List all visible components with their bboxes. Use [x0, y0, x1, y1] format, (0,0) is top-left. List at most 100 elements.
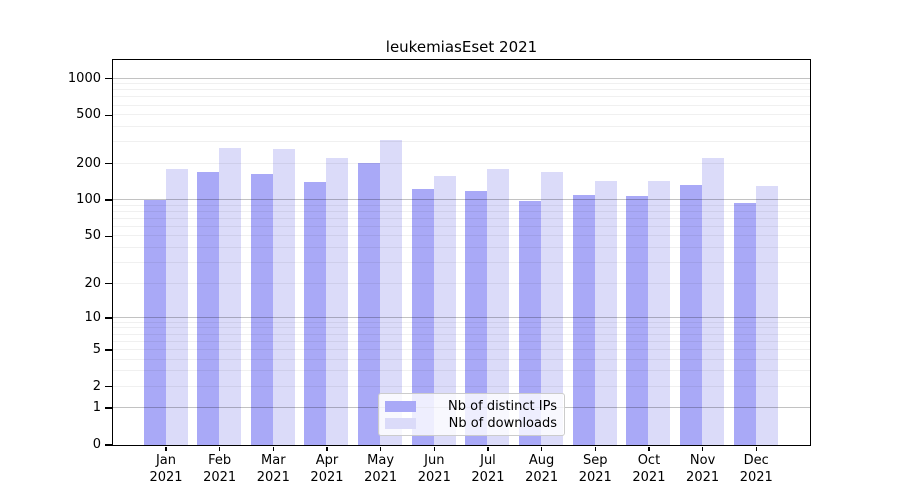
gridline-8	[112, 327, 810, 329]
bar-downloads-Jun-2021	[433, 176, 456, 445]
y-tick-500	[104, 114, 112, 117]
x-tick-Feb-2021	[218, 446, 221, 451]
gridline-7	[112, 333, 810, 335]
x-tick-label-Jan-2021: Jan 2021	[149, 453, 183, 485]
x-tick-Oct-2021	[648, 446, 650, 451]
gridline-300	[112, 141, 810, 143]
plot-area	[111, 58, 811, 446]
y-tick-label-10: 10	[84, 309, 101, 325]
bar-downloads-Jul-2021	[487, 169, 510, 445]
y-tick-label-1000: 1000	[67, 70, 101, 86]
bar-downloads-Mar-2021	[272, 149, 295, 445]
gridline-10	[112, 316, 810, 318]
bar-downloads-Apr-2021	[326, 158, 349, 445]
gridline-30	[112, 261, 810, 263]
x-tick-label-Jun-2021: Jun 2021	[417, 453, 451, 485]
legend: Nb of distinct IPs Nb of downloads	[378, 393, 565, 436]
gridline-500	[112, 114, 810, 116]
x-tick-label-Aug-2021: Aug 2021	[525, 453, 559, 485]
x-tick-label-Mar-2021: Mar 2021	[256, 453, 290, 485]
x-tick-Dec-2021	[755, 446, 757, 451]
bar-distinct-ips-Aug-2021	[519, 200, 542, 445]
y-tick-10	[104, 317, 112, 319]
gridline-3	[112, 370, 810, 372]
x-tick-Aug-2021	[540, 446, 543, 451]
y-tick-100	[104, 199, 112, 201]
bar-distinct-ips-Jul-2021	[465, 191, 488, 445]
y-tick-2	[104, 385, 112, 388]
gridline-80	[112, 210, 810, 212]
y-tick-200	[104, 162, 112, 165]
bar-downloads-May-2021	[380, 140, 403, 445]
bar-distinct-ips-Apr-2021	[304, 182, 327, 445]
legend-swatch-distinct-ips	[385, 400, 416, 412]
gridline-5	[112, 348, 810, 350]
gridline-40	[112, 247, 810, 249]
y-tick-label-200: 200	[76, 155, 101, 171]
x-tick-Nov-2021	[701, 446, 704, 451]
gridline-90	[112, 204, 810, 206]
gridline-20	[112, 282, 810, 284]
x-tick-Jun-2021	[433, 446, 436, 451]
bar-downloads-Oct-2021	[648, 180, 671, 445]
bar-distinct-ips-Dec-2021	[733, 202, 756, 445]
bar-downloads-Feb-2021	[219, 147, 242, 445]
gridline-9	[112, 321, 810, 323]
bar-downloads-Aug-2021	[541, 171, 564, 445]
bar-distinct-ips-Nov-2021	[680, 184, 703, 445]
y-tick-label-5: 5	[92, 341, 101, 357]
y-tick-50	[104, 235, 112, 238]
gridline-4	[112, 358, 810, 360]
legend-item-downloads: Nb of downloads	[385, 415, 557, 431]
y-tick-label-20: 20	[84, 275, 101, 291]
gridline-600	[112, 104, 810, 106]
y-tick-label-1: 1	[92, 400, 101, 416]
y-tick-label-0: 0	[92, 437, 101, 452]
bar-distinct-ips-Mar-2021	[250, 173, 273, 445]
gridline-1000	[112, 77, 810, 79]
gridline-50	[112, 235, 810, 237]
x-tick-label-Sep-2021: Sep 2021	[578, 453, 612, 485]
x-tick-label-Nov-2021: Nov 2021	[686, 453, 720, 485]
y-tick-label-500: 500	[76, 107, 101, 123]
y-tick-label-100: 100	[76, 192, 101, 208]
chart-title: leukemiasEset 2021	[385, 38, 538, 56]
bar-distinct-ips-Oct-2021	[626, 196, 649, 445]
legend-item-distinct-ips: Nb of distinct IPs	[385, 398, 557, 414]
gridline-100	[112, 199, 810, 201]
x-tick-label-Jul-2021: Jul 2021	[471, 453, 505, 485]
bar-distinct-ips-Jan-2021	[143, 199, 166, 445]
gridline-2	[112, 385, 810, 387]
x-tick-May-2021	[379, 446, 382, 451]
legend-swatch-downloads	[385, 417, 416, 429]
y-tick-5	[104, 349, 112, 351]
x-tick-label-Dec-2021: Dec 2021	[739, 453, 773, 485]
x-tick-label-May-2021: May 2021	[364, 453, 398, 485]
y-tick-20	[104, 282, 112, 285]
bar-distinct-ips-Jun-2021	[411, 188, 434, 445]
x-tick-Sep-2021	[594, 446, 597, 451]
gridline-900	[112, 83, 810, 85]
y-tick-1000	[104, 77, 112, 80]
x-tick-label-Feb-2021: Feb 2021	[203, 453, 237, 485]
x-tick-Jan-2021	[165, 446, 167, 451]
y-tick-1	[104, 407, 112, 409]
gridline-200	[112, 162, 810, 164]
y-tick-label-50: 50	[84, 228, 101, 244]
gridline-70	[112, 217, 810, 219]
bar-distinct-ips-Feb-2021	[197, 171, 220, 445]
x-tick-Apr-2021	[326, 446, 328, 451]
bar-distinct-ips-May-2021	[358, 162, 381, 445]
gridline-6	[112, 340, 810, 342]
gridline-400	[112, 126, 810, 128]
bar-downloads-Sep-2021	[594, 180, 617, 445]
y-tick-label-2: 2	[92, 378, 101, 394]
legend-label-downloads: Nb of downloads	[448, 415, 557, 431]
gridline-700	[112, 96, 810, 98]
x-tick-label-Oct-2021: Oct 2021	[632, 453, 666, 485]
bar-downloads-Nov-2021	[702, 158, 725, 445]
y-tick-0	[104, 444, 112, 446]
legend-label-distinct-ips: Nb of distinct IPs	[448, 398, 557, 414]
bar-distinct-ips-Sep-2021	[572, 194, 595, 445]
